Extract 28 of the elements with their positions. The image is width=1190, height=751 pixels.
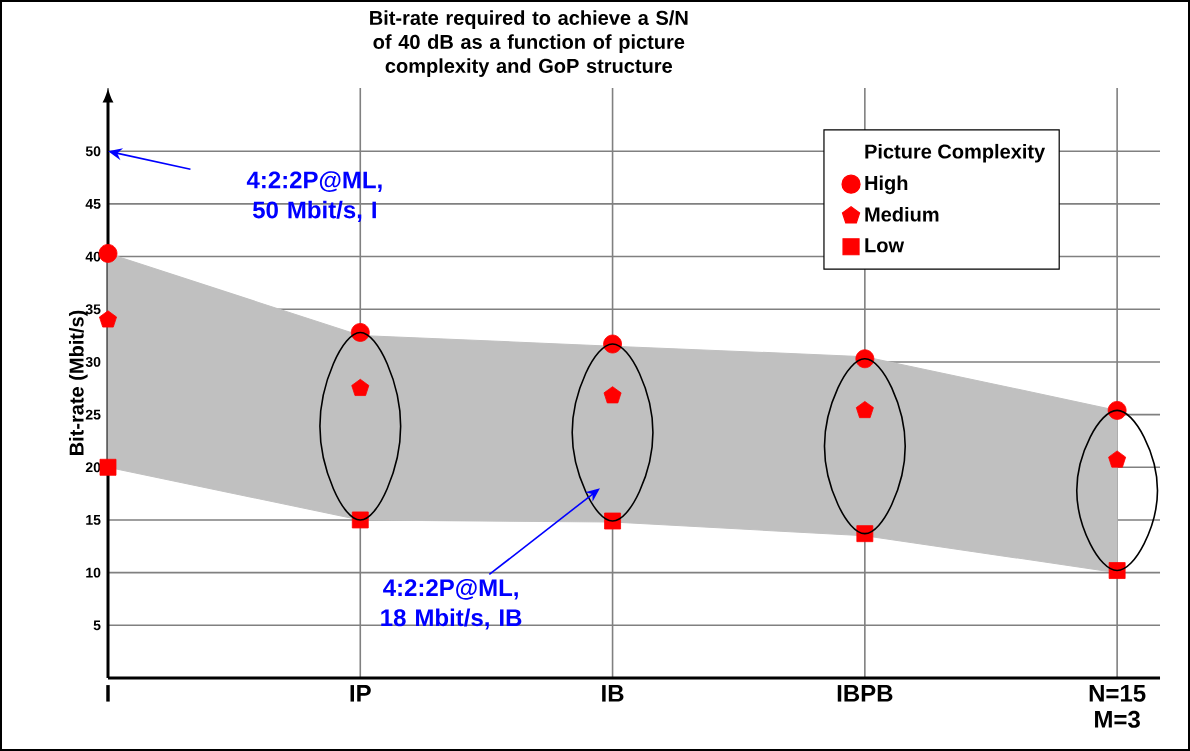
annotation: 4:2:2P@ML, 18 Mbit/s, IB <box>381 578 522 630</box>
x-tick-label: IP <box>350 685 371 702</box>
point <box>1108 450 1127 468</box>
x-tick-label: I <box>106 685 110 702</box>
point <box>603 386 622 404</box>
x-tick-label: IB <box>602 685 624 702</box>
point <box>855 400 874 419</box>
legend-title: Picture Complexity <box>865 143 1046 163</box>
y-tick-label: 40 <box>85 251 101 262</box>
point <box>351 378 370 396</box>
y-tick-label: 25 <box>85 409 101 420</box>
y-tick-label: 20 <box>85 462 101 473</box>
y-tick-label: 15 <box>86 515 101 525</box>
point <box>99 458 117 476</box>
x-tick-label: IBPB <box>837 685 893 702</box>
x-tick-label: N=15 M=3 <box>1089 685 1146 728</box>
legend-label: Medium <box>865 206 939 222</box>
y-tick-label: 10 <box>86 567 101 578</box>
point <box>99 310 117 328</box>
point <box>1108 562 1126 579</box>
y-tick-label: 50 <box>85 146 101 157</box>
y-tick-label: 35 <box>85 304 101 315</box>
chart-title: Bit-rate required to achieve a S/N of 40 dB as a function of picture complexity and GoP structure <box>370 10 688 77</box>
legend-label: High <box>865 175 908 195</box>
y-tick-label: 5 <box>93 620 101 631</box>
legend-label: Low <box>865 238 905 253</box>
annotation: 4:2:2P@ML, 50 Mbit/s, I <box>246 171 382 222</box>
y-tick-label: 45 <box>85 199 101 209</box>
